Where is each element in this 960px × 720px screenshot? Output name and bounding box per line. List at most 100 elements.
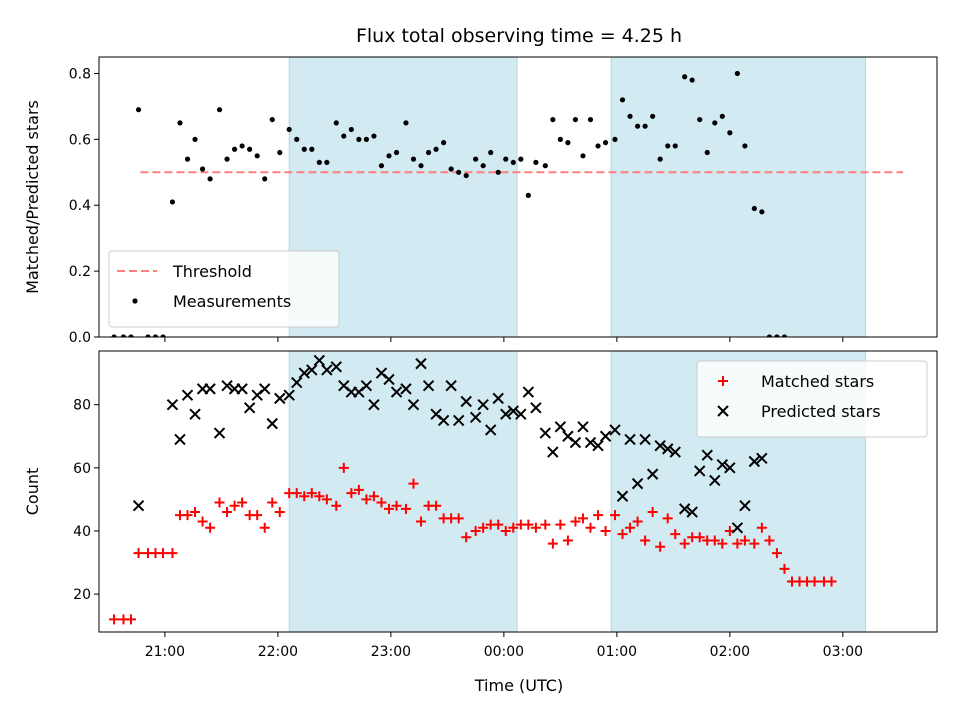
matched-stars-point [291,488,302,499]
y-tick-label: 80 [73,398,91,414]
matched-stars-point [540,519,551,530]
measurements-point [316,159,322,166]
x-tick-label: 00:00 [484,644,524,660]
measurements-point [269,116,275,123]
matched-stars-point [274,507,285,518]
predicted-stars-point [259,383,271,395]
matched-stars-point [197,516,208,527]
matched-stars-point [600,525,611,536]
predicted-stars-point [407,398,420,411]
matched-stars-point [126,614,137,625]
x-tick-label: 02:00 [710,644,750,660]
measurements-point [480,163,486,169]
predicted-stars-point [522,386,535,398]
predicted-stars-point [484,424,497,436]
matched-stars-point [376,497,387,508]
matched-stars-point [640,535,651,546]
measurements-point [627,113,633,119]
measurements-point [781,334,788,337]
measurements-point [111,334,117,337]
predicted-stars-point [694,465,706,477]
matched-stars-point [555,519,566,530]
predicted-stars-point [592,440,604,452]
matched-stars-point [167,548,178,559]
predicted-stars-point [390,386,403,398]
measurements-point [410,156,417,162]
predicted-stars-point [166,398,179,411]
matched-stars-point [662,513,673,524]
matched-stars-point [547,538,558,549]
legend-box [696,360,928,438]
matched-stars-point [222,507,233,518]
predicted-stars-point [599,430,612,442]
measurements-point [672,143,678,149]
measurements-point [224,156,230,162]
measurements-point [665,143,671,149]
measurements-point [580,153,586,159]
measurements-point [602,140,609,146]
matched-stars-point [764,535,775,546]
matched-stars-point [237,497,248,508]
predicted-stars-point [360,380,373,392]
matched-stars-point [709,535,720,546]
measurements-point [488,149,494,156]
measurements-point [587,116,594,123]
measurements-point [704,149,710,156]
matched-stars-point [431,500,442,511]
predicted-stars-point [500,408,512,420]
matched-stars-point [331,500,342,511]
measurements-point [378,163,385,169]
predicted-stars-point [313,354,326,367]
measurements-point [657,156,663,162]
measurements-point [751,205,757,212]
matched-stars-point [229,500,240,511]
measurements-point [518,156,524,162]
bottom-panel-counts: 20 40 60 80 21:00 22:00 23:00 00:00 01:00 02:00 03… [23,350,938,660]
matched-stars-point [314,491,325,502]
predicted-stars-point [654,440,666,452]
predicted-stars-point [539,427,552,439]
matched-stars-legend-marker [718,376,728,386]
measurements-point [719,113,725,119]
predicted-stars-point [577,421,589,433]
matched-stars-point [670,529,681,540]
predicted-stars-legend-marker [717,405,729,417]
matched-stars-point [500,525,511,536]
y-tick-label: 60 [73,461,91,477]
measurements-point [247,146,253,152]
measurements-point [277,149,283,156]
y-tick-label: 0.6 [69,132,91,148]
measurements-point [595,143,601,149]
legend-label: Matched stars [761,372,874,391]
measurements-point [463,172,469,179]
predicted-stars-point [569,436,582,449]
y-tick-label: 0.4 [69,198,91,214]
matched-stars-point [809,576,820,587]
matched-stars-point [585,522,596,533]
measurements-point [286,126,292,133]
measurements-point [612,136,618,142]
matched-stars-point [647,507,658,518]
measurements-point [324,159,330,166]
x-tick-label: 03:00 [823,644,863,660]
predicted-stars-point [701,449,713,461]
matched-stars-point [508,522,519,533]
measurements-point [682,74,688,80]
y-axis-label: Count [23,468,42,516]
matched-stars-point [570,516,581,527]
measurements-point [433,146,439,152]
measurements-point [254,153,260,159]
predicted-stars-point [181,389,194,401]
measurements-point [403,120,409,126]
measurements-point [742,143,748,149]
predicted-stars-point [631,477,644,490]
measurements-point [341,133,347,139]
matched-stars-point [478,522,489,533]
predicted-stars-point [236,383,248,395]
matched-stars-point [609,510,620,521]
measurements-point [393,149,400,156]
y-tick-label: 0.8 [69,66,91,82]
measurements-point [774,334,780,337]
matched-stars-point [384,503,395,514]
